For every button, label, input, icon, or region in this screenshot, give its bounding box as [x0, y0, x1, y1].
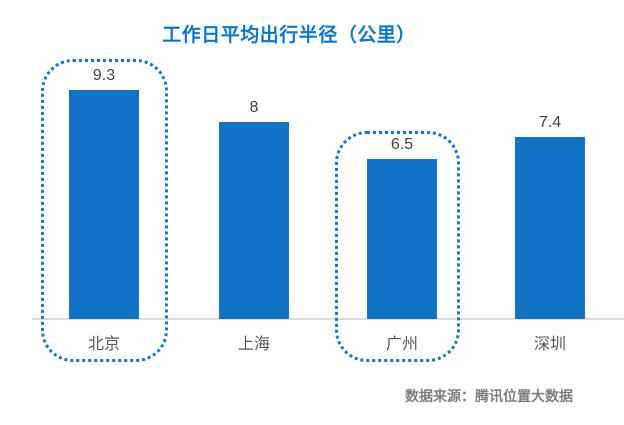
- bar-beijing: [69, 90, 139, 319]
- bar-guangzhou: [367, 159, 437, 319]
- value-label-beijing: 9.3: [92, 67, 116, 84]
- value-label-guangzhou: 6.5: [390, 136, 414, 153]
- value-label-shenzhen: 7.4: [538, 114, 562, 131]
- bar-column-shanghai: 8: [219, 100, 289, 319]
- bar-column-beijing: 9.3: [69, 68, 139, 319]
- value-label-shanghai: 8: [249, 99, 259, 116]
- x-axis-line: [32, 318, 624, 320]
- data-source-note: 数据来源：腾讯位置大数据: [405, 388, 573, 404]
- category-label-shanghai: 上海: [237, 336, 270, 353]
- bar-shanghai: [219, 122, 289, 319]
- bar-shenzhen: [515, 137, 585, 319]
- bar-column-guangzhou: 6.5: [367, 137, 437, 319]
- category-label-shenzhen: 深圳: [533, 336, 566, 353]
- category-label-beijing: 北京: [87, 336, 120, 353]
- category-label-guangzhou: 广州: [385, 336, 418, 353]
- chart-title: 工作日平均出行半径（公里）: [162, 25, 416, 46]
- bar-column-shenzhen: 7.4: [515, 115, 585, 319]
